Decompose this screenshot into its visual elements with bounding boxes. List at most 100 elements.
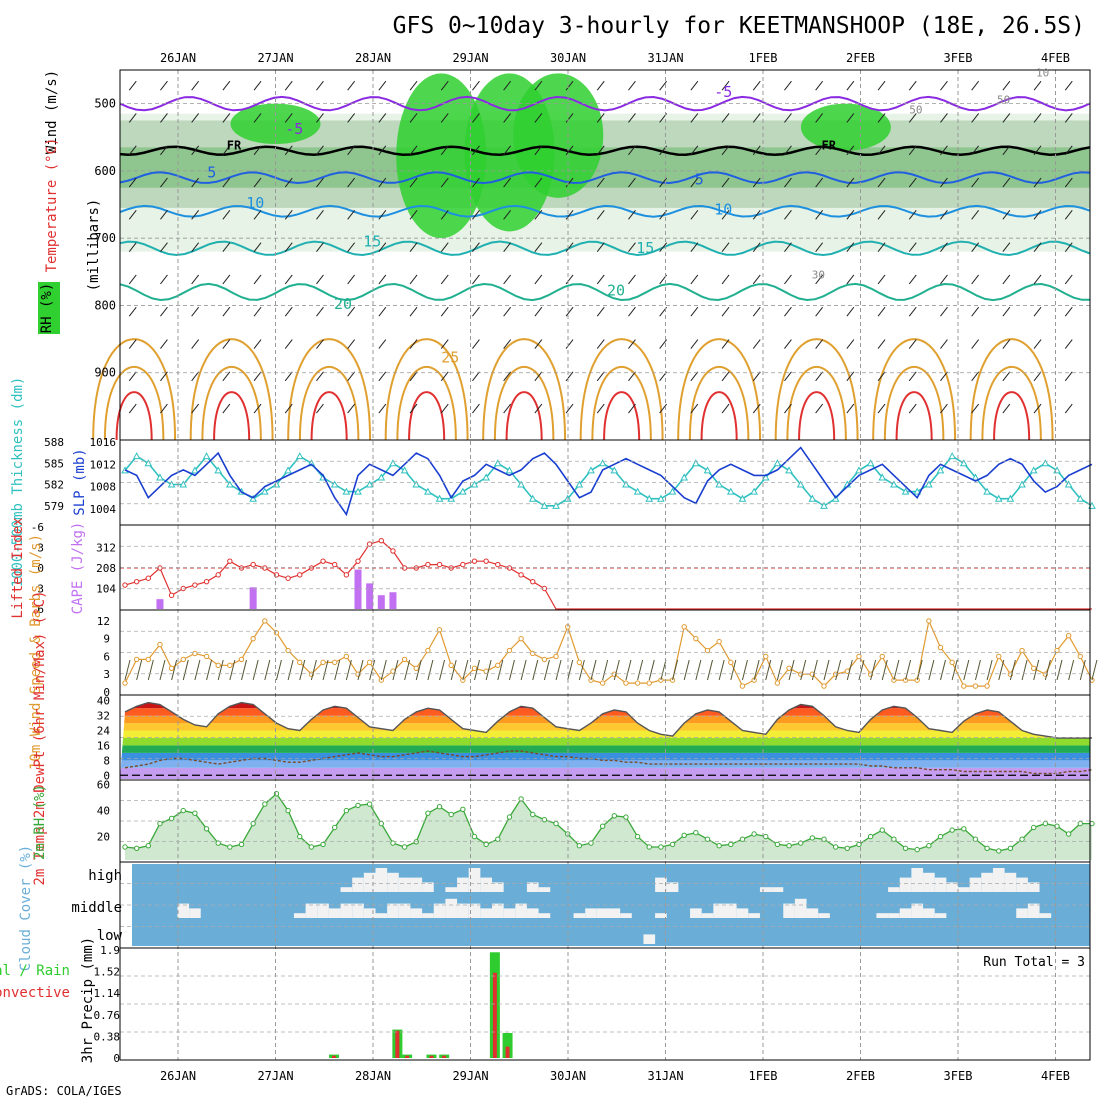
- precip-conv-bar: [405, 1055, 410, 1058]
- rh-moist-area: [396, 73, 487, 239]
- rh-point: [460, 806, 466, 812]
- cloud-cover-bar: [934, 913, 947, 918]
- upper-wind-barb: [940, 113, 948, 123]
- wind-speed-point: [821, 683, 827, 689]
- wind-speed-point: [518, 635, 524, 642]
- upper-wind-barb: [472, 177, 480, 188]
- upper-wind-barb: [284, 306, 293, 317]
- rh-point: [832, 844, 839, 850]
- slp-tick-label: 1008: [90, 481, 117, 494]
- upper-wind-barb: [472, 80, 480, 91]
- upper-wind-barb: [908, 403, 917, 414]
- wind-barb: [310, 659, 317, 681]
- upper-wind-barb: [160, 210, 168, 220]
- date-label-bottom: 2FEB: [846, 1069, 875, 1083]
- rh-point: [728, 841, 734, 848]
- rh-point: [739, 836, 746, 842]
- cloud-cover-bar: [596, 908, 609, 918]
- upper-wind-barb: [440, 339, 449, 349]
- upper-wind-barb: [628, 145, 636, 156]
- precip-conv-bar: [332, 1055, 336, 1058]
- wind-barb: [520, 659, 527, 681]
- upper-wind-barb: [409, 242, 418, 252]
- rh-point: [634, 833, 641, 840]
- rh-point: [471, 833, 478, 840]
- cape-bar: [249, 587, 257, 609]
- wind-barb: [776, 659, 783, 681]
- thickness-point: [214, 466, 223, 474]
- warm-contour-line: [493, 365, 555, 441]
- lifted-index-line: [124, 540, 1092, 610]
- wind-barb: [124, 659, 131, 681]
- upper-wind-barb: [596, 274, 605, 285]
- cloud-cover-bar: [468, 903, 481, 918]
- rh-point: [588, 840, 594, 846]
- upper-wind-barb: [472, 274, 480, 285]
- wind-speed-point: [203, 653, 210, 660]
- isotherm-10-line: [119, 204, 1091, 218]
- wind-barb: [345, 659, 352, 681]
- upper-wind-barb: [565, 113, 574, 123]
- upper-wind-barb: [565, 145, 574, 156]
- wind-speed-point: [937, 644, 944, 651]
- thickness-point: [761, 473, 770, 481]
- wind-barb: [1091, 659, 1098, 681]
- wind-barb: [194, 659, 201, 681]
- cape-bar: [377, 595, 385, 609]
- upper-wind-barb: [721, 177, 730, 188]
- rh-point: [611, 813, 617, 819]
- upper-wind-barb: [596, 210, 605, 220]
- rh-point: [1065, 831, 1072, 837]
- cloud-cover-bar: [422, 882, 434, 892]
- temp-line: [124, 701, 1092, 739]
- lifted-index-point: [530, 578, 536, 585]
- temp-band: [120, 715, 1090, 724]
- upper-wind-barb: [1064, 403, 1073, 414]
- wind-barb: [823, 659, 830, 681]
- upper-wind-barb: [628, 210, 636, 220]
- lifted-index-point: [285, 575, 291, 581]
- rh-point: [914, 846, 920, 853]
- temperature-axis-label: Temperature (°C): [44, 138, 60, 273]
- lifted-index-point: [495, 561, 501, 568]
- wind-speed-point: [250, 635, 256, 642]
- upper-wind-barb: [815, 242, 824, 252]
- date-label-bottom: 28JAN: [355, 1069, 391, 1083]
- upper-wind-barb: [534, 371, 543, 382]
- upper-wind-barb: [721, 210, 730, 220]
- upper-wind-barb: [503, 371, 512, 382]
- upper-wind-barb: [596, 113, 605, 123]
- cloud-cover-bar: [713, 903, 725, 918]
- date-label-top: 4FEB: [1041, 51, 1070, 65]
- upper-wind-barb: [1033, 80, 1042, 91]
- warm-contour-line: [786, 365, 847, 441]
- thickness-point: [470, 480, 479, 488]
- rh-point: [867, 833, 874, 840]
- lifted-index-point: [343, 572, 350, 578]
- rh-point: [646, 844, 652, 850]
- rh-point: [658, 844, 664, 850]
- upper-wind-barb: [316, 274, 324, 285]
- cloud-cover-bar: [911, 868, 924, 892]
- upper-wind-barb: [659, 177, 668, 188]
- upper-wind-barb: [253, 145, 262, 156]
- upper-wind-barb: [284, 177, 293, 188]
- upper-wind-barb: [503, 210, 512, 220]
- upper-wind-barb: [752, 371, 761, 382]
- wind-speed-point: [1019, 647, 1025, 654]
- upper-wind-barb: [160, 274, 168, 285]
- wind-barb: [147, 659, 154, 681]
- upper-wind-barb: [877, 306, 886, 317]
- upper-wind-barb: [284, 403, 293, 414]
- wind-tick-label: 9: [103, 633, 110, 646]
- upper-wind-barb: [940, 274, 948, 285]
- upper-wind-barb: [846, 242, 855, 252]
- lifted-index-point: [320, 558, 326, 564]
- upper-wind-barb: [1064, 145, 1073, 156]
- upper-wind-barb: [503, 403, 512, 414]
- wind-speed-point: [145, 656, 152, 663]
- wind-barb: [800, 659, 807, 681]
- upper-wind-barb: [784, 242, 792, 252]
- wind-speed-point: [227, 662, 233, 669]
- thickness-point: [540, 501, 549, 509]
